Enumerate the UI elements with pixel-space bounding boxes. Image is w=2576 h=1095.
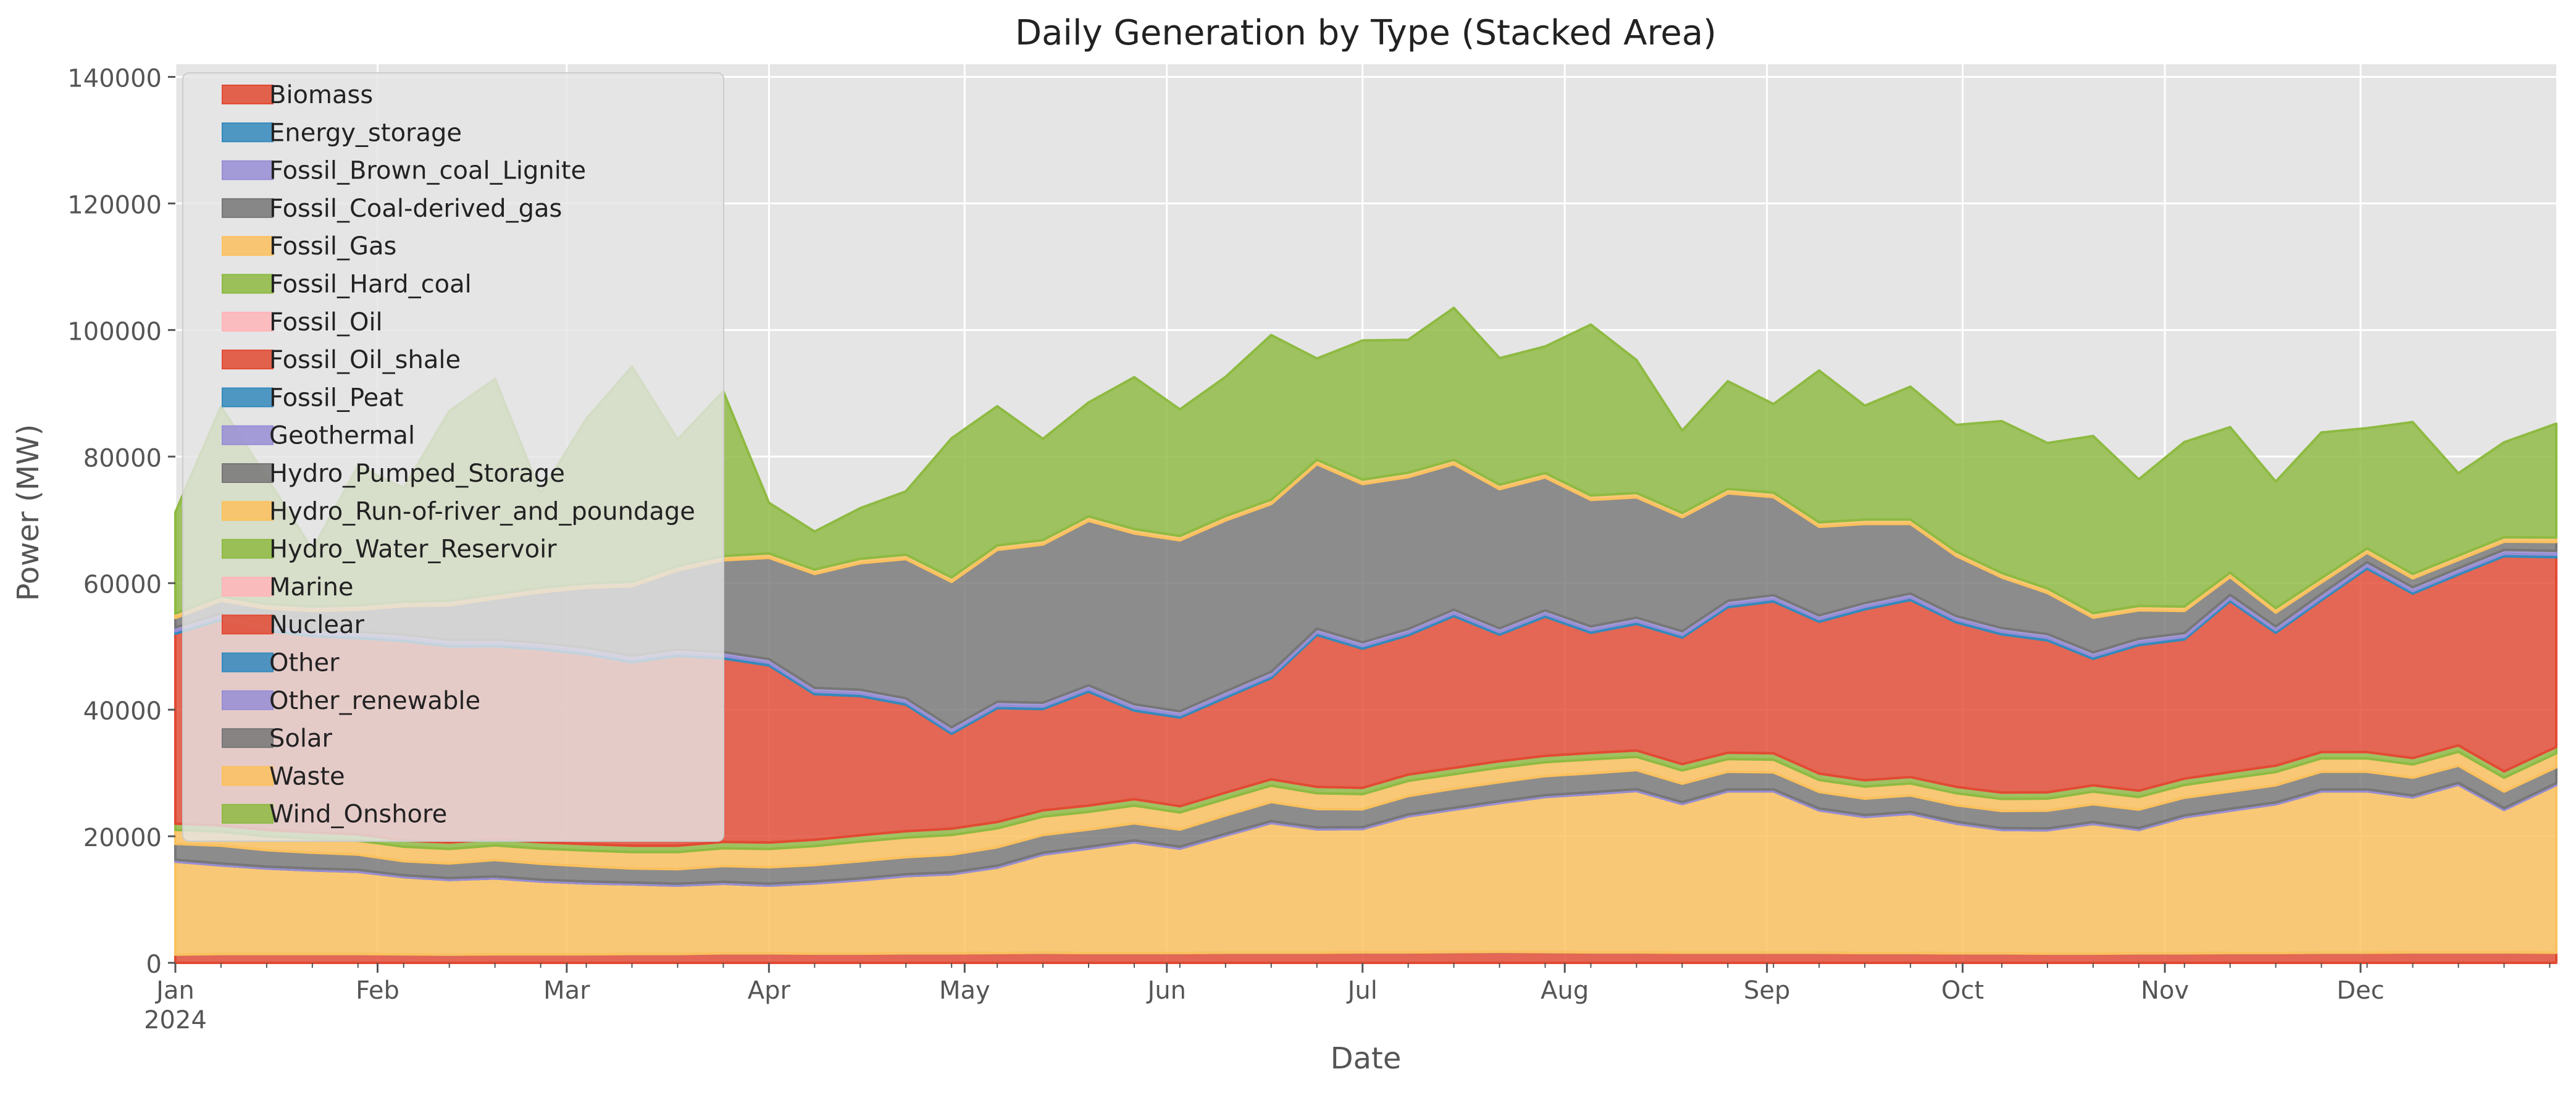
y-axis-label: Power (MW) (11, 424, 46, 602)
x-tick-label: May (939, 976, 990, 1005)
legend-label: Fossil_Peat (269, 384, 403, 412)
legend-swatch (222, 501, 274, 521)
legend-swatch (222, 350, 274, 370)
legend-swatch (222, 576, 274, 597)
legend-label: Fossil_Oil_shale (269, 346, 461, 374)
x-tick-label: Apr (748, 976, 791, 1005)
legend-label: Marine (269, 573, 354, 602)
y-tick-label: 0 (146, 950, 162, 979)
legend-swatch (222, 198, 274, 218)
legend-label: Hydro_Water_Reservoir (269, 535, 557, 564)
x-tick-label: Sep (1744, 976, 1790, 1005)
legend-swatch (222, 311, 274, 332)
x-tick-year-label: 2024 (144, 1006, 207, 1034)
legend-label: Fossil_Coal-derived_gas (269, 195, 562, 223)
x-axis-label: Date (1331, 1041, 1402, 1076)
legend-swatch (222, 85, 274, 104)
x-tick-label: Aug (1541, 976, 1589, 1005)
x-tick-label: Oct (1941, 976, 1984, 1005)
legend-swatch (222, 463, 274, 483)
legend-label: Other_renewable (269, 687, 480, 715)
legend-box (182, 72, 724, 842)
y-tick-label: 20000 (83, 824, 162, 852)
legend-label: Wind_Onshore (269, 800, 447, 829)
legend-swatch (222, 690, 274, 710)
area-series (174, 306, 2557, 615)
legend: Biomass Energy_storage Fossil_Brown_coal_L… (182, 72, 724, 842)
x-tick-label: Mar (543, 976, 590, 1005)
legend-label: Fossil_Hard_coal (269, 271, 472, 299)
x-tick-label: Jan (154, 976, 194, 1005)
legend-swatch (222, 387, 274, 408)
legend-label: Solar (269, 724, 332, 753)
legend-label: Nuclear (269, 611, 365, 639)
legend-label: Fossil_Gas (269, 232, 396, 261)
legend-swatch (222, 274, 274, 294)
legend-label: Biomass (269, 81, 373, 109)
x-tick-label: Jun (1146, 976, 1187, 1005)
y-tick-label: 80000 (83, 444, 162, 472)
legend-swatch (222, 615, 274, 635)
legend-swatch (222, 803, 274, 824)
legend-label: Fossil_Oil (269, 308, 383, 337)
y-tick-label: 120000 (67, 191, 162, 219)
stacked-areas (174, 306, 2557, 964)
legend-label: Other (269, 649, 340, 678)
legend-label: Energy_storage (269, 119, 462, 147)
legend-label: Fossil_Brown_coal_Lignite (269, 157, 586, 185)
legend-swatch (222, 766, 274, 786)
legend-label: Hydro_Run-of-river_and_poundage (269, 497, 695, 526)
y-tick-label: 60000 (83, 571, 162, 599)
y-tick-label: 40000 (83, 697, 162, 726)
axes: 0 20000 40000 60000 80000 100000 120000 140000 J… (67, 64, 2551, 1034)
legend-swatch (222, 236, 274, 256)
x-tick-label: Jul (1346, 976, 1378, 1005)
chart-title: Daily Generation by Type (Stacked Area) (1015, 13, 1717, 53)
legend-swatch (222, 425, 274, 445)
legend-swatch (222, 728, 274, 749)
x-tick-label: Dec (2336, 976, 2384, 1005)
legend-label: Waste (269, 762, 345, 791)
legend-swatch (222, 122, 274, 143)
y-tick-label: 140000 (67, 64, 162, 93)
y-tick-label: 100000 (67, 317, 162, 346)
legend-swatch (222, 652, 274, 673)
legend-swatch (222, 160, 274, 180)
legend-label: Geothermal (269, 422, 415, 450)
legend-swatch (222, 539, 274, 559)
x-tick-label: Nov (2141, 976, 2189, 1005)
legend-label: Hydro_Pumped_Storage (269, 459, 565, 488)
x-tick-label: Feb (356, 976, 399, 1005)
